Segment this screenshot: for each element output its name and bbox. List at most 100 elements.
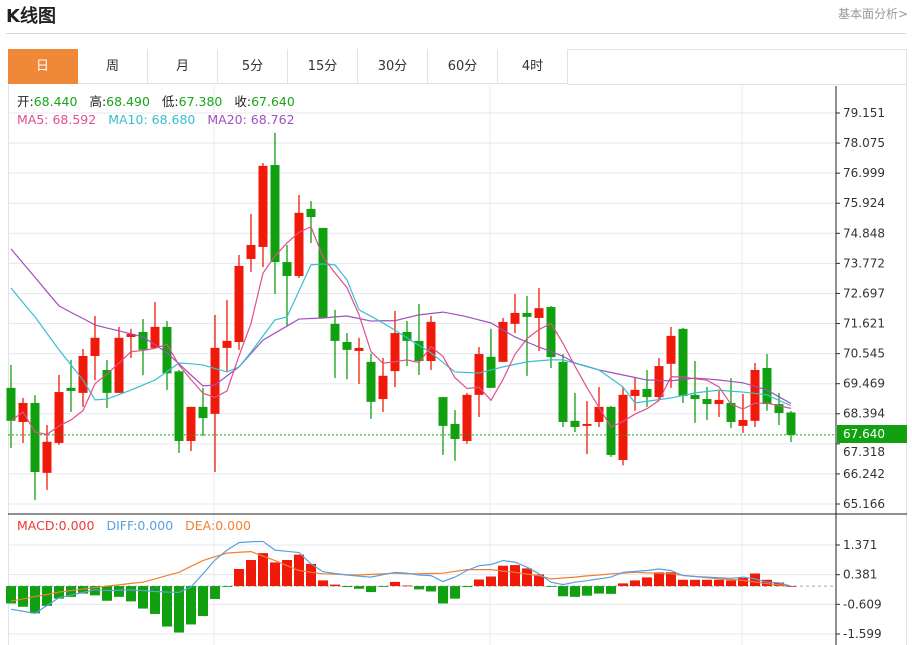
candle-body <box>414 340 424 362</box>
candle-body <box>678 328 688 396</box>
macd-bar <box>126 586 136 602</box>
candle-body <box>738 420 748 426</box>
diff-legend-value: DIFF:0.000 <box>106 518 174 533</box>
tab-month[interactable]: 月 <box>148 49 218 84</box>
candle <box>690 361 700 423</box>
candle <box>258 163 268 268</box>
candle-body <box>90 337 100 356</box>
candle-body <box>282 262 292 277</box>
macd-bar <box>6 586 16 604</box>
macd-bar <box>42 586 52 606</box>
tab-5min[interactable]: 5分 <box>218 49 288 84</box>
high-label: 高: <box>89 94 107 109</box>
candle <box>186 406 196 452</box>
candle-body <box>258 165 268 247</box>
macd-bar <box>510 565 520 587</box>
y-tick-label: 78.075 <box>843 136 885 150</box>
candle <box>762 354 772 411</box>
low-value: 67.380 <box>178 94 223 109</box>
candle <box>522 295 532 376</box>
macd-bar <box>402 585 412 587</box>
macd-bar <box>198 586 208 617</box>
macd-bar <box>270 562 280 587</box>
candle-body <box>354 347 364 351</box>
candle-body <box>690 394 700 400</box>
candle <box>450 409 460 461</box>
candle <box>786 411 796 443</box>
candle-body <box>66 387 76 391</box>
macd-bar <box>330 584 340 587</box>
fundamental-analysis-link[interactable]: 基本面分析> <box>837 7 908 21</box>
candle-body <box>306 208 316 218</box>
candle-body <box>510 312 520 324</box>
macd-bar <box>66 586 76 597</box>
candle-body <box>30 402 40 473</box>
candle-body <box>42 441 52 473</box>
candle <box>378 357 388 412</box>
macd-bar <box>354 586 364 589</box>
macd-bar <box>558 586 568 597</box>
tab-week[interactable]: 周 <box>78 49 148 84</box>
tabs-filler <box>568 49 907 85</box>
macd-bar <box>390 581 400 587</box>
macd-bar <box>786 586 796 587</box>
current-price-label: 67.640 <box>837 425 907 443</box>
candle-body <box>342 342 352 350</box>
candle <box>354 337 364 384</box>
candle <box>558 354 568 428</box>
tab-30min[interactable]: 30分 <box>358 49 428 84</box>
candle-body <box>330 323 340 341</box>
candle <box>210 314 220 473</box>
candle <box>282 244 292 327</box>
ma-legend: MA5: 68.592 MA10: 68.680 MA20: 68.762 <box>17 112 295 128</box>
candle <box>198 387 208 436</box>
tab-60min[interactable]: 60分 <box>428 49 498 84</box>
macd-bar <box>654 572 664 587</box>
macd-bar <box>30 586 40 614</box>
macd-bar <box>642 577 652 587</box>
candle-body <box>102 369 112 393</box>
candle <box>582 401 592 455</box>
candle-body <box>114 337 124 393</box>
candle <box>414 303 424 375</box>
macd-bar <box>282 560 292 587</box>
tab-day[interactable]: 日 <box>8 49 78 84</box>
candle <box>30 395 40 500</box>
candle-body <box>54 392 64 443</box>
macd-bar <box>606 586 616 594</box>
candle <box>366 353 376 419</box>
candle <box>570 392 580 433</box>
candle-body <box>630 389 640 396</box>
macd-bar <box>714 579 724 587</box>
macd-bar <box>582 586 592 596</box>
macd-bar <box>474 579 484 587</box>
candle-body <box>666 335 676 364</box>
candle <box>222 300 232 372</box>
period-tabs: 日 周 月 5分 15分 30分 60分 4时 <box>8 49 568 85</box>
tab-4hour[interactable]: 4时 <box>498 49 568 84</box>
candle-body <box>294 212 304 277</box>
candle <box>726 378 736 429</box>
y-tick-label: 66.242 <box>843 467 885 481</box>
macd-legend-value: MACD:0.000 <box>17 518 95 533</box>
candle <box>234 255 244 350</box>
candle-body <box>702 399 712 405</box>
candle-body <box>210 347 220 414</box>
candle <box>66 359 76 412</box>
macd-bar <box>414 586 424 590</box>
macd-bar <box>750 573 760 587</box>
y-tick-label: 72.697 <box>843 286 885 300</box>
candle-body <box>762 368 772 405</box>
candle <box>42 425 52 490</box>
candle <box>330 309 340 379</box>
tab-15min[interactable]: 15分 <box>288 49 358 84</box>
open-value: 68.440 <box>33 94 78 109</box>
candle <box>102 359 112 408</box>
ma20-line <box>10 248 792 405</box>
candle-body <box>714 399 724 405</box>
close-label: 收: <box>234 94 252 109</box>
macd-tick-label: 1.371 <box>843 538 877 552</box>
y-tick-label: 75.924 <box>843 196 885 210</box>
close-value: 67.640 <box>251 94 295 109</box>
